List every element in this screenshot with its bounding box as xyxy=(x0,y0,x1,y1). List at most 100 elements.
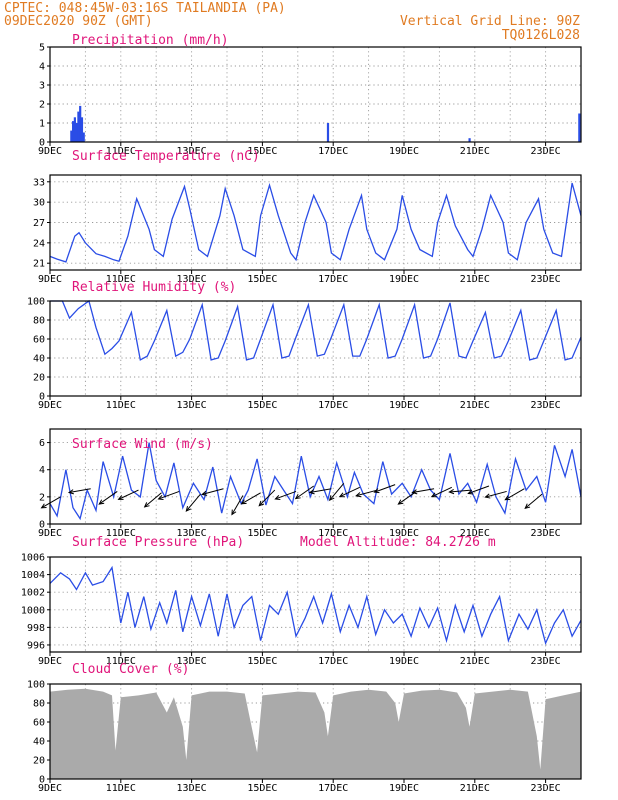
cloud-cover-area xyxy=(50,688,581,779)
x-tick-label: 19DEC xyxy=(389,146,419,157)
wind-arrow-shaft xyxy=(144,492,162,508)
wind-arrow-head xyxy=(338,492,345,498)
y-tick-label: 2 xyxy=(39,492,45,503)
wind-arrow-shaft xyxy=(339,486,360,498)
x-tick-label: 23DEC xyxy=(531,274,561,285)
wind-arrow-shaft xyxy=(374,484,396,493)
x-tick-label: 11DEC xyxy=(106,400,136,411)
x-tick-label: 19DEC xyxy=(389,656,419,667)
wind-arrow-shaft xyxy=(202,488,224,495)
y-tick-label: 5 xyxy=(39,43,45,54)
plot-frame xyxy=(49,300,582,397)
wind-arrow-shaft xyxy=(356,489,378,497)
x-tick-label: 11DEC xyxy=(106,146,136,157)
x-tick-label: 9DEC xyxy=(38,274,62,285)
precip-bar xyxy=(80,117,84,142)
wind-arrow-head xyxy=(117,495,124,500)
x-tick-label: 9DEC xyxy=(38,146,62,157)
x-tick-label: 17DEC xyxy=(318,528,348,539)
wind-arrow xyxy=(240,492,261,505)
precip-bar xyxy=(82,132,85,142)
x-tick-label: 17DEC xyxy=(318,656,348,667)
panel-title: Surface Pressure (hPa) xyxy=(72,535,244,550)
x-tick-label: 11DEC xyxy=(106,656,136,667)
x-tick-label: 23DEC xyxy=(531,528,561,539)
wind-arrow-head xyxy=(143,502,150,508)
panel-title: Surface Wind (m/s) xyxy=(72,437,213,452)
precip-bar xyxy=(77,111,80,142)
y-tick-label: 1004 xyxy=(21,570,45,581)
precip-bar xyxy=(578,113,581,142)
panel-precipitation: 0 1 2 3 4 5 9DEC 11DEC 13DEC 15DEC 17DEC 19DEC 21DEC… xyxy=(38,33,582,157)
y-tick-label: 27 xyxy=(33,218,45,229)
y-tick-label: 0 xyxy=(39,775,45,786)
wind-arrow-shaft xyxy=(449,489,472,493)
y-tick-label: 80 xyxy=(33,699,45,710)
panel-title: Precipitation (mm/h) xyxy=(72,33,229,48)
wind-arrow xyxy=(411,488,435,495)
x-tick-label: 11DEC xyxy=(106,274,136,285)
plot-frame xyxy=(49,683,582,780)
wind-arrow-head xyxy=(373,488,380,494)
y-tick-label: 100 xyxy=(27,680,45,691)
x-tick-label: 13DEC xyxy=(177,274,207,285)
wind-arrow-head xyxy=(40,503,47,509)
y-tick-label: 998 xyxy=(27,623,45,634)
precip-bar xyxy=(79,105,82,142)
wind-arrow-shaft xyxy=(309,488,332,494)
y-tick-label: 20 xyxy=(33,756,45,767)
x-tick-label: 15DEC xyxy=(247,783,277,794)
wind-arrow-shaft xyxy=(98,491,118,505)
wind-arrow-shaft xyxy=(505,488,525,501)
y-tick-label: 0 xyxy=(39,392,45,403)
x-tick-label: 11DEC xyxy=(106,783,136,794)
precip-bar xyxy=(72,121,75,142)
wind-arrow-shaft xyxy=(412,488,435,494)
precip-bar xyxy=(70,130,73,142)
wind-arrow xyxy=(157,490,180,500)
precip-bar xyxy=(73,117,76,142)
x-tick-label: 17DEC xyxy=(318,146,348,157)
x-tick-label: 13DEC xyxy=(177,400,207,411)
x-tick-label: 23DEC xyxy=(531,146,561,157)
wind-arrow-shaft xyxy=(231,495,244,515)
wind-arrow xyxy=(231,495,244,516)
header-code: TQ0126L028 xyxy=(502,28,580,43)
x-tick-label: 9DEC xyxy=(38,656,62,667)
wind-arrow xyxy=(524,493,543,510)
x-tick-label: 13DEC xyxy=(177,146,207,157)
wind-arrow-head xyxy=(185,506,192,512)
x-tick-label: 15DEC xyxy=(247,400,277,411)
x-tick-label: 17DEC xyxy=(318,783,348,794)
wind-arrow xyxy=(258,489,276,507)
wind-arrow-shaft xyxy=(241,492,261,505)
panel-humidity: 0 20 40 60 80 100 9DEC 11DEC 13DEC 15DEC 17DEC 19DE… xyxy=(27,280,582,411)
y-tick-label: 0 xyxy=(39,138,45,149)
x-tick-label: 17DEC xyxy=(318,274,348,285)
wind-arrow-head xyxy=(328,495,335,502)
precip-bar xyxy=(326,123,330,142)
wind-arrow-head xyxy=(504,495,511,501)
wind-arrow xyxy=(467,485,490,495)
wind-arrow xyxy=(98,491,118,505)
wind-arrow-head xyxy=(294,494,301,500)
wind-arrow-head xyxy=(67,489,74,495)
x-tick-label: 15DEC xyxy=(247,656,277,667)
panel-title: Surface Temperature (nC) xyxy=(72,149,260,164)
y-tick-label: 2 xyxy=(39,100,45,111)
wind-arrow-head xyxy=(355,492,362,498)
precip-bar xyxy=(468,138,471,142)
temperature-line xyxy=(49,182,582,263)
y-tick-label: 4 xyxy=(39,62,45,73)
wind-arrow xyxy=(397,491,417,505)
panel-wind: 0 2 4 6 9DEC 11DEC 13DEC 15DEC 17DEC 19DEC 21DEC 23… xyxy=(38,428,582,539)
x-tick-label: 13DEC xyxy=(177,528,207,539)
wind-arrow xyxy=(430,486,453,498)
y-tick-label: 60 xyxy=(33,335,45,346)
wind-arrow-head xyxy=(157,495,164,500)
wind-arrow xyxy=(484,490,507,499)
wind-arrow-shaft xyxy=(118,489,139,500)
wind-arrow xyxy=(373,484,396,494)
panel-title: Cloud Cover (%) xyxy=(72,662,189,677)
